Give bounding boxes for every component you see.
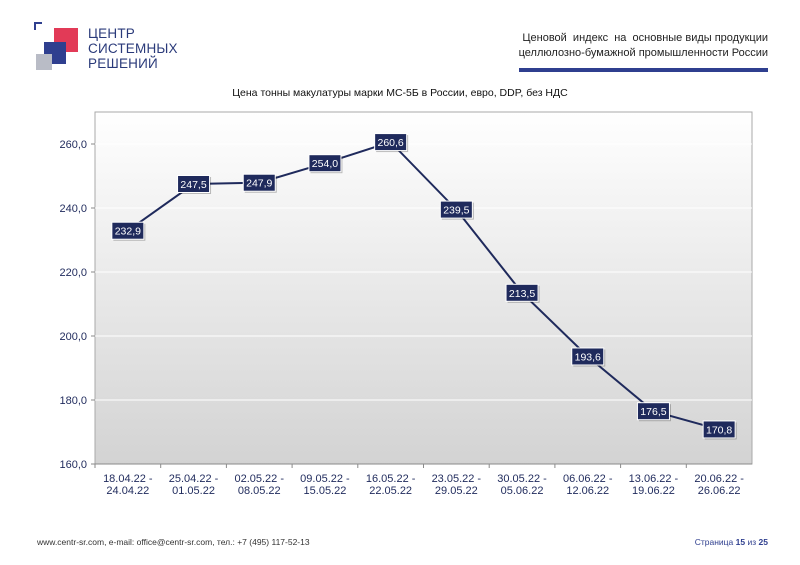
data-label: 247,5 [177, 175, 212, 194]
data-label-box [374, 133, 408, 152]
logo-line-1: ЦЕНТР [88, 26, 135, 41]
x-tick-label: 13.06.22 -19.06.22 [629, 473, 679, 497]
logo-line-3: РЕШЕНИЙ [88, 56, 158, 71]
x-tick-label: 30.05.22 -05.06.22 [497, 473, 547, 497]
data-label-box [702, 420, 736, 439]
footer-page-number: Страница 15 из 25 [695, 537, 768, 547]
data-label: 239,5 [439, 200, 474, 220]
data-label-box [177, 175, 211, 193]
data-label-text: 247,5 [180, 179, 206, 191]
data-label: 176,5 [636, 402, 671, 422]
y-tick-label: 180,0 [59, 395, 87, 407]
header-line-2: целлюлозно-бумажной промышленности Росси… [518, 47, 768, 59]
header-line-1: Ценовой индекс на основные виды продукци… [522, 32, 768, 44]
footer-contacts: www.centr-sr.com, e-mail: office@centr-s… [37, 537, 310, 547]
logo-text: ЦЕНТР СИСТЕМНЫХ РЕШЕНИЙ [88, 26, 178, 71]
x-tick-label: 16.05.22 -22.05.22 [366, 473, 416, 497]
data-label-text: 232,9 [115, 226, 141, 238]
x-tick-label: 20.06.22 -26.06.22 [694, 473, 744, 497]
page-total: 25 [758, 537, 768, 547]
x-tick-label: 09.05.22 -15.05.22 [300, 473, 350, 497]
axes: 160,0 180,0 200,0 220,0 240,0 260,0 18.04.22 -… [59, 139, 752, 497]
x-tick-label: 02.05.22 -08.05.22 [234, 473, 284, 497]
chart-title: Цена тонны макулатуры марки МС-5Б в Росс… [232, 87, 568, 99]
y-tick-label: 260,0 [59, 139, 87, 151]
y-tick-label: 160,0 [59, 459, 87, 471]
data-label: 260,6 [374, 133, 409, 153]
data-label-box [242, 173, 276, 192]
page-current: 15 [735, 537, 746, 547]
logo-corner-mark [34, 22, 42, 30]
series-line-layer [127, 140, 720, 431]
y-tick-label: 220,0 [59, 267, 87, 279]
x-tick-label: 18.04.22 -24.04.22 [103, 473, 153, 497]
data-label: 254,0 [308, 154, 343, 174]
data-label-box [111, 221, 145, 240]
data-label: 193,6 [571, 347, 606, 367]
data-label-box [308, 154, 342, 173]
header-title: Ценовой индекс на основные виды продукци… [519, 31, 768, 61]
data-label-text: 254,0 [312, 158, 338, 170]
data-label-text: 193,6 [575, 351, 601, 363]
y-tick-label: 240,0 [59, 203, 87, 215]
data-label-box [505, 283, 539, 302]
data-label-text: 176,5 [640, 406, 666, 418]
data-label: 213,5 [505, 283, 540, 303]
data-label-text: 260,6 [378, 137, 404, 149]
data-label: 170,8 [702, 420, 737, 440]
logo-line-2: СИСТЕМНЫХ [88, 41, 178, 56]
data-label-text: 247,9 [246, 178, 272, 190]
x-tick-label: 06.06.22 -12.06.22 [563, 473, 613, 497]
data-labels: 232,9 247,5 247,9 254,0 260,6 239,5 213,5 193,6… [111, 133, 737, 440]
series-line [127, 140, 720, 431]
logo-gray-square [36, 54, 52, 70]
data-label-box [439, 200, 473, 219]
data-label-box [571, 347, 605, 366]
x-tick-label: 23.05.22 -29.05.22 [432, 473, 482, 497]
y-tick-label: 200,0 [59, 331, 87, 343]
page-sep: из [747, 537, 757, 547]
header-accent-bar [519, 68, 768, 72]
page-prefix: Страница [694, 537, 734, 547]
data-label-text: 170,8 [706, 424, 732, 436]
data-label: 247,9 [242, 173, 277, 193]
x-tick-label: 25.04.22 -01.05.22 [169, 473, 219, 497]
data-label: 232,9 [111, 221, 146, 241]
data-label-box [636, 402, 670, 421]
data-label-text: 239,5 [443, 205, 469, 217]
company-logo: ЦЕНТР СИСТЕМНЫХ РЕШЕНИЙ [34, 22, 184, 78]
data-label-text: 213,5 [509, 288, 535, 300]
